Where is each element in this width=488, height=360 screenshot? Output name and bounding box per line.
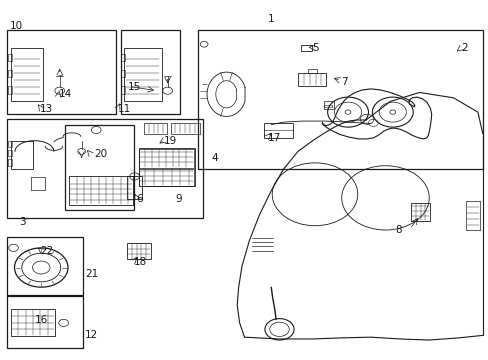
Bar [126, 176, 142, 199]
Text: 6: 6 [136, 194, 143, 203]
Bar [139, 149, 194, 168]
Bar [465, 202, 479, 230]
Bar [323, 102, 334, 109]
Text: 11: 11 [118, 104, 131, 113]
Text: 13: 13 [39, 104, 52, 113]
Bar [139, 168, 194, 186]
Bar [7, 237, 83, 296]
Text: 14: 14 [59, 89, 72, 99]
Bar [121, 86, 124, 94]
Bar [7, 30, 116, 114]
Bar [410, 203, 429, 221]
Bar [11, 309, 55, 337]
Bar [7, 119, 203, 217]
Bar [307, 68, 317, 73]
Bar [8, 70, 12, 77]
Bar [8, 141, 12, 147]
Bar [138, 148, 195, 186]
Text: 2: 2 [460, 43, 467, 53]
Text: 20: 20 [95, 149, 108, 159]
Text: 22: 22 [40, 247, 53, 256]
Bar [324, 105, 331, 108]
Text: 18: 18 [133, 257, 146, 267]
Bar [8, 159, 12, 166]
Bar [11, 48, 42, 102]
Bar [8, 150, 12, 156]
Bar [301, 45, 311, 51]
Text: 7: 7 [340, 77, 346, 87]
Bar [121, 70, 124, 77]
Bar [121, 54, 124, 61]
Bar [123, 48, 162, 102]
Text: 1: 1 [267, 14, 274, 23]
Bar [8, 54, 12, 61]
Bar [8, 86, 12, 94]
Text: 8: 8 [394, 225, 401, 235]
Bar [126, 243, 151, 259]
Text: 15: 15 [127, 82, 141, 92]
Bar [7, 295, 83, 348]
Bar [198, 30, 482, 169]
Text: 10: 10 [10, 21, 23, 31]
Bar [30, 177, 45, 190]
Bar [297, 73, 325, 86]
Bar [170, 123, 200, 134]
Bar [69, 176, 132, 205]
Bar [64, 125, 133, 210]
Bar [143, 123, 166, 134]
Bar [11, 141, 33, 169]
Bar [264, 123, 292, 138]
Text: 21: 21 [85, 269, 98, 279]
Text: 4: 4 [211, 153, 218, 163]
Text: 5: 5 [312, 43, 319, 53]
Text: 9: 9 [175, 194, 182, 203]
Text: 16: 16 [34, 315, 48, 325]
Bar [120, 30, 180, 114]
Text: 12: 12 [85, 330, 98, 341]
Text: 19: 19 [164, 136, 177, 146]
Text: 3: 3 [20, 217, 26, 227]
Text: 17: 17 [267, 133, 280, 143]
